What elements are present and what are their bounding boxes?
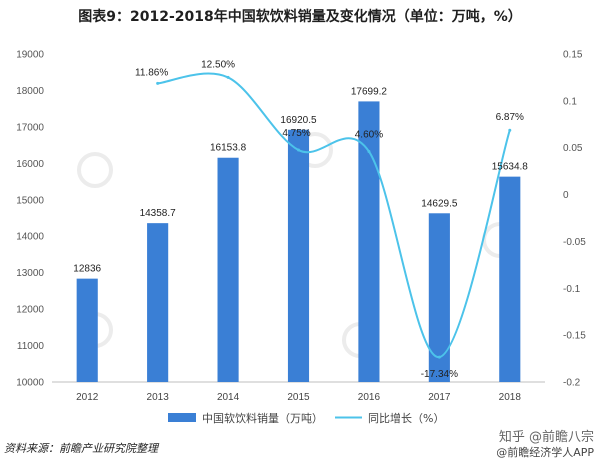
right-axis-tick-label: 0.1 (563, 96, 577, 107)
right-axis-tick-label: -0.1 (563, 284, 581, 295)
line-point (156, 81, 160, 85)
line-point (367, 149, 371, 153)
left-axis-tick-label: 12000 (16, 305, 44, 316)
x-axis-tick-label: 2016 (358, 392, 381, 403)
line-value-label: -17.34% (421, 369, 458, 380)
zhihu-watermark: 知乎 @前瞻八宗 (498, 430, 594, 445)
legend: 中国软饮料销量（万吨） 同比增长（%） (168, 411, 444, 425)
bar-value-label: 14629.5 (421, 198, 458, 209)
bar (147, 223, 169, 382)
line-value-label: 12.50% (201, 59, 235, 70)
line-point (437, 355, 441, 359)
line-point (226, 75, 230, 79)
watermark-logo-mark (77, 152, 113, 188)
x-axis-tick-label: 2013 (147, 392, 170, 403)
line-value-label: 4.75% (282, 128, 310, 139)
bar (358, 101, 380, 383)
axes-group: 10000 11000 12000 13000 14000 15000 16000 17000… (16, 50, 586, 404)
left-axis-tick-label: 19000 (16, 50, 44, 61)
bar-value-label: 16920.5 (280, 115, 317, 126)
line-point (297, 148, 300, 152)
source-note: 资料来源：前瞻产业研究院整理 (4, 442, 158, 455)
right-axis-tick-label: 0 (563, 190, 569, 201)
line-value-label: 11.86% (135, 67, 168, 78)
right-axis-tick-label: -0.2 (563, 378, 581, 389)
bar (76, 278, 98, 382)
x-axis-tick-label: 2017 (428, 392, 451, 403)
left-axis-tick-label: 14000 (16, 232, 44, 243)
line-series (156, 72, 512, 359)
right-axis-tick-label: -0.15 (563, 331, 586, 342)
left-axis-tick-label: 17000 (16, 122, 44, 133)
left-axis-tick-label: 13000 (16, 268, 44, 279)
bar (217, 157, 239, 382)
x-axis-tick-label: 2015 (287, 392, 310, 403)
app-watermark: @前瞻经济学人APP (496, 446, 594, 459)
right-axis-tick-label: 0.15 (563, 50, 583, 61)
bar (287, 129, 310, 382)
left-axis-tick-label: 16000 (16, 159, 44, 170)
bar (499, 176, 521, 382)
legend-bar-label: 中国软饮料销量（万吨） (202, 411, 323, 425)
x-axis-tick-label: 2018 (499, 392, 522, 403)
left-axis-tick-label: 15000 (16, 195, 44, 206)
bar (428, 213, 450, 382)
bar-value-label: 12836 (73, 264, 101, 275)
legend-line-label: 同比增长（%） (368, 411, 444, 425)
line-value-label: 6.87% (496, 112, 524, 123)
bar-value-label: 16153.8 (210, 143, 247, 154)
bar-value-label: 15634.8 (492, 162, 529, 173)
line-point (508, 128, 512, 132)
line-value-label: 4.60% (355, 129, 383, 140)
growth-line (157, 72, 511, 359)
x-axis-tick-label: 2012 (76, 392, 99, 403)
legend-bar-swatch (168, 413, 196, 422)
right-axis-tick-label: 0.05 (563, 143, 583, 154)
left-axis-tick-label: 10000 (16, 378, 44, 389)
x-axis-tick-label: 2014 (217, 392, 240, 403)
bar-series (76, 101, 521, 383)
right-axis-tick-label: -0.05 (563, 237, 586, 248)
bar-value-label: 14358.7 (140, 208, 177, 219)
left-axis-tick-label: 11000 (17, 341, 45, 352)
bar-value-label: 17699.2 (351, 86, 388, 97)
left-axis-tick-label: 18000 (16, 86, 44, 97)
chart-title: 图表9：2012-2018年中国软饮料销量及变化情况（单位：万吨，%） (78, 9, 522, 25)
data-labels: 12836 14358.7 16153.8 16920.5 17699.2 14629.5… (73, 59, 528, 380)
